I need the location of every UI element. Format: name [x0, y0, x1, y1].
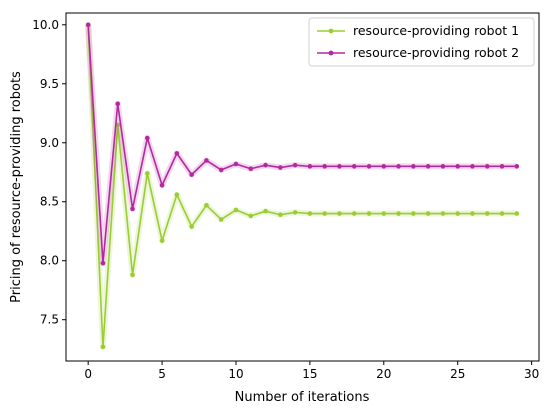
legend-marker-robot-2: [328, 50, 334, 56]
series-2-point: [85, 22, 91, 28]
series-1-point: [322, 211, 327, 216]
series-2-point: [218, 167, 224, 173]
y-tick-label: 8.0: [40, 254, 59, 268]
series-2-point: [411, 164, 416, 169]
series-1-point: [499, 211, 505, 216]
series-1-point: [514, 211, 520, 216]
series-2-point: [100, 260, 106, 266]
series-2-point: [278, 165, 283, 170]
series-2-point: [115, 101, 121, 107]
y-tick-label: 9.5: [40, 77, 59, 91]
series-1-line: [87, 24, 517, 348]
series-2-point: [144, 135, 150, 141]
series-2-point: [366, 164, 372, 169]
y-axis-label: Pricing of resource-providing robots: [9, 71, 24, 303]
series-1-point: [100, 344, 106, 350]
series-1-point: [484, 211, 490, 216]
series-1-point: [292, 210, 298, 215]
series-1-point: [144, 171, 150, 176]
series-1-point: [263, 208, 268, 214]
series-1-point: [470, 211, 475, 216]
x-axis-label: Number of iterations: [235, 390, 370, 405]
series-1-point: [381, 211, 387, 216]
x-axis: 0 5 10 15 20 25 30: [84, 361, 539, 381]
x-tick-label: 5: [158, 367, 166, 381]
legend-label-robot-2: resource-providing robot 2: [353, 45, 519, 60]
series-2-point: [233, 161, 239, 167]
x-tick-label: 20: [376, 367, 391, 381]
series-1-point: [366, 211, 372, 216]
series-2-point: [322, 164, 327, 169]
series-1-point: [455, 211, 461, 216]
series-1-point: [337, 211, 342, 216]
series-1-point: [159, 238, 165, 243]
series-2-point: [130, 206, 135, 212]
series-2-point: [425, 164, 431, 169]
legend: resource-providing robot 1 resource-prov…: [308, 17, 535, 67]
x-tick-label: 0: [84, 367, 92, 381]
series-1-point: [351, 211, 357, 216]
series-2-point: [159, 182, 165, 188]
series-1-point: [248, 213, 254, 219]
x-tick-label: 30: [524, 367, 539, 381]
series-1-point: [204, 202, 209, 208]
series-1-point: [174, 192, 180, 197]
series-2-point: [292, 162, 298, 168]
series-layer: [85, 22, 520, 350]
series-2-point: [174, 151, 180, 156]
y-axis: 7.5 8.0 8.5 9.0 9.5 10.0: [32, 18, 66, 327]
series-2-point: [337, 164, 342, 169]
series-1-point: [130, 272, 135, 278]
series-2-point: [248, 166, 254, 172]
series-1-point: [278, 212, 283, 218]
series-2-point: [381, 164, 387, 169]
series-2-point: [455, 164, 461, 169]
legend-label-robot-1: resource-providing robot 1: [353, 23, 519, 38]
series-2-point: [484, 164, 490, 169]
series-2-point: [396, 164, 401, 169]
legend-marker-robot-1: [328, 28, 334, 34]
series-2-point: [514, 164, 520, 169]
x-tick-label: 10: [228, 367, 243, 381]
series-2-point: [440, 164, 446, 169]
series-2-line: [87, 24, 517, 264]
y-tick-label: 9.0: [40, 136, 59, 150]
legend-box: [308, 17, 535, 67]
series-2-point: [204, 158, 209, 163]
series-2-point: [470, 164, 475, 169]
series-1-point: [307, 211, 313, 216]
series-1-point: [396, 211, 401, 216]
series-2-point: [307, 164, 313, 169]
series-1-point: [440, 211, 446, 216]
y-tick-label: 8.5: [40, 195, 59, 209]
series-2-point: [499, 164, 505, 169]
series-2-point: [263, 162, 268, 168]
y-tick-label: 7.5: [40, 313, 59, 327]
plot-frame: [65, 12, 540, 362]
series-1-point: [425, 211, 431, 216]
series-1-point: [233, 207, 239, 213]
series-1-point: [189, 224, 194, 229]
series-1-point: [218, 217, 224, 222]
series-2-point: [351, 164, 357, 169]
series-2-point: [189, 172, 194, 177]
series-1-point: [411, 211, 416, 216]
x-tick-label: 15: [302, 367, 317, 381]
x-tick-label: 25: [450, 367, 465, 381]
y-tick-label: 10.0: [32, 18, 59, 32]
